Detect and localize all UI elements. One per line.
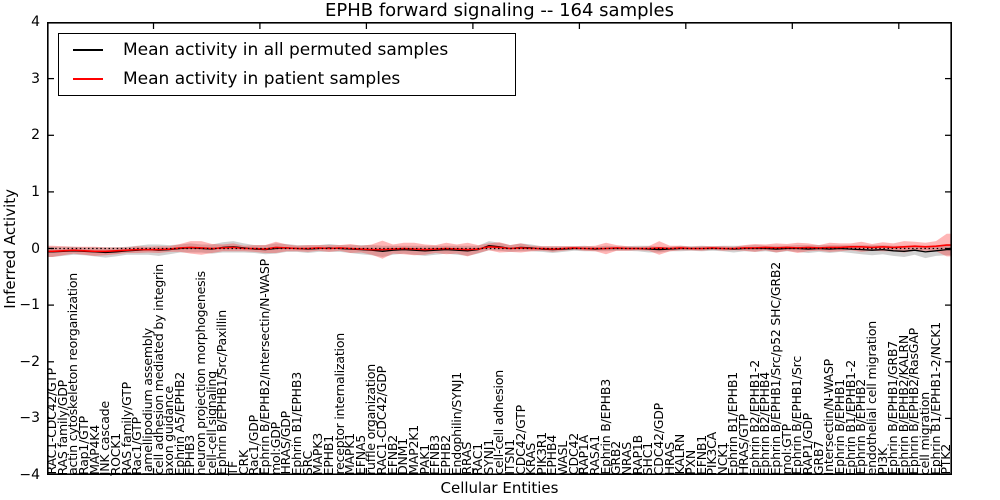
x-axis-label: Cellular Entities <box>440 479 559 497</box>
y-tick-label: −1 <box>19 297 40 314</box>
y-tick-label: −4 <box>19 467 40 483</box>
y-tick-label: 1 <box>31 183 40 200</box>
y-tick-label: 4 <box>31 14 40 30</box>
plot-frame <box>47 22 952 475</box>
permuted-band <box>47 241 952 259</box>
legend: Mean activity in all permuted samples Me… <box>58 33 516 96</box>
y-tick-label: −3 <box>19 410 40 427</box>
chart-title: EPHB forward signaling -- 164 samples <box>325 0 674 21</box>
permuted-line-sample <box>73 49 103 51</box>
x-tick-label: PTK2 <box>938 444 954 475</box>
legend-item-patient: Mean activity in patient samples <box>73 66 515 92</box>
x-tick-label: Ephrin B/EPHB1/Src/Paxillin <box>214 310 230 475</box>
y-tick-label: −2 <box>19 353 40 370</box>
legend-label-permuted: Mean activity in all permuted samples <box>123 40 449 60</box>
y-tick-label: 3 <box>31 70 40 87</box>
legend-item-permuted: Mean activity in all permuted samples <box>73 37 515 63</box>
y-tick-label: 0 <box>31 240 40 257</box>
legend-label-patient: Mean activity in patient samples <box>123 69 401 89</box>
patient-line <box>47 244 952 253</box>
plot-area <box>47 22 952 475</box>
patient-line-sample <box>73 78 103 80</box>
y-tick-label: 2 <box>31 127 40 144</box>
